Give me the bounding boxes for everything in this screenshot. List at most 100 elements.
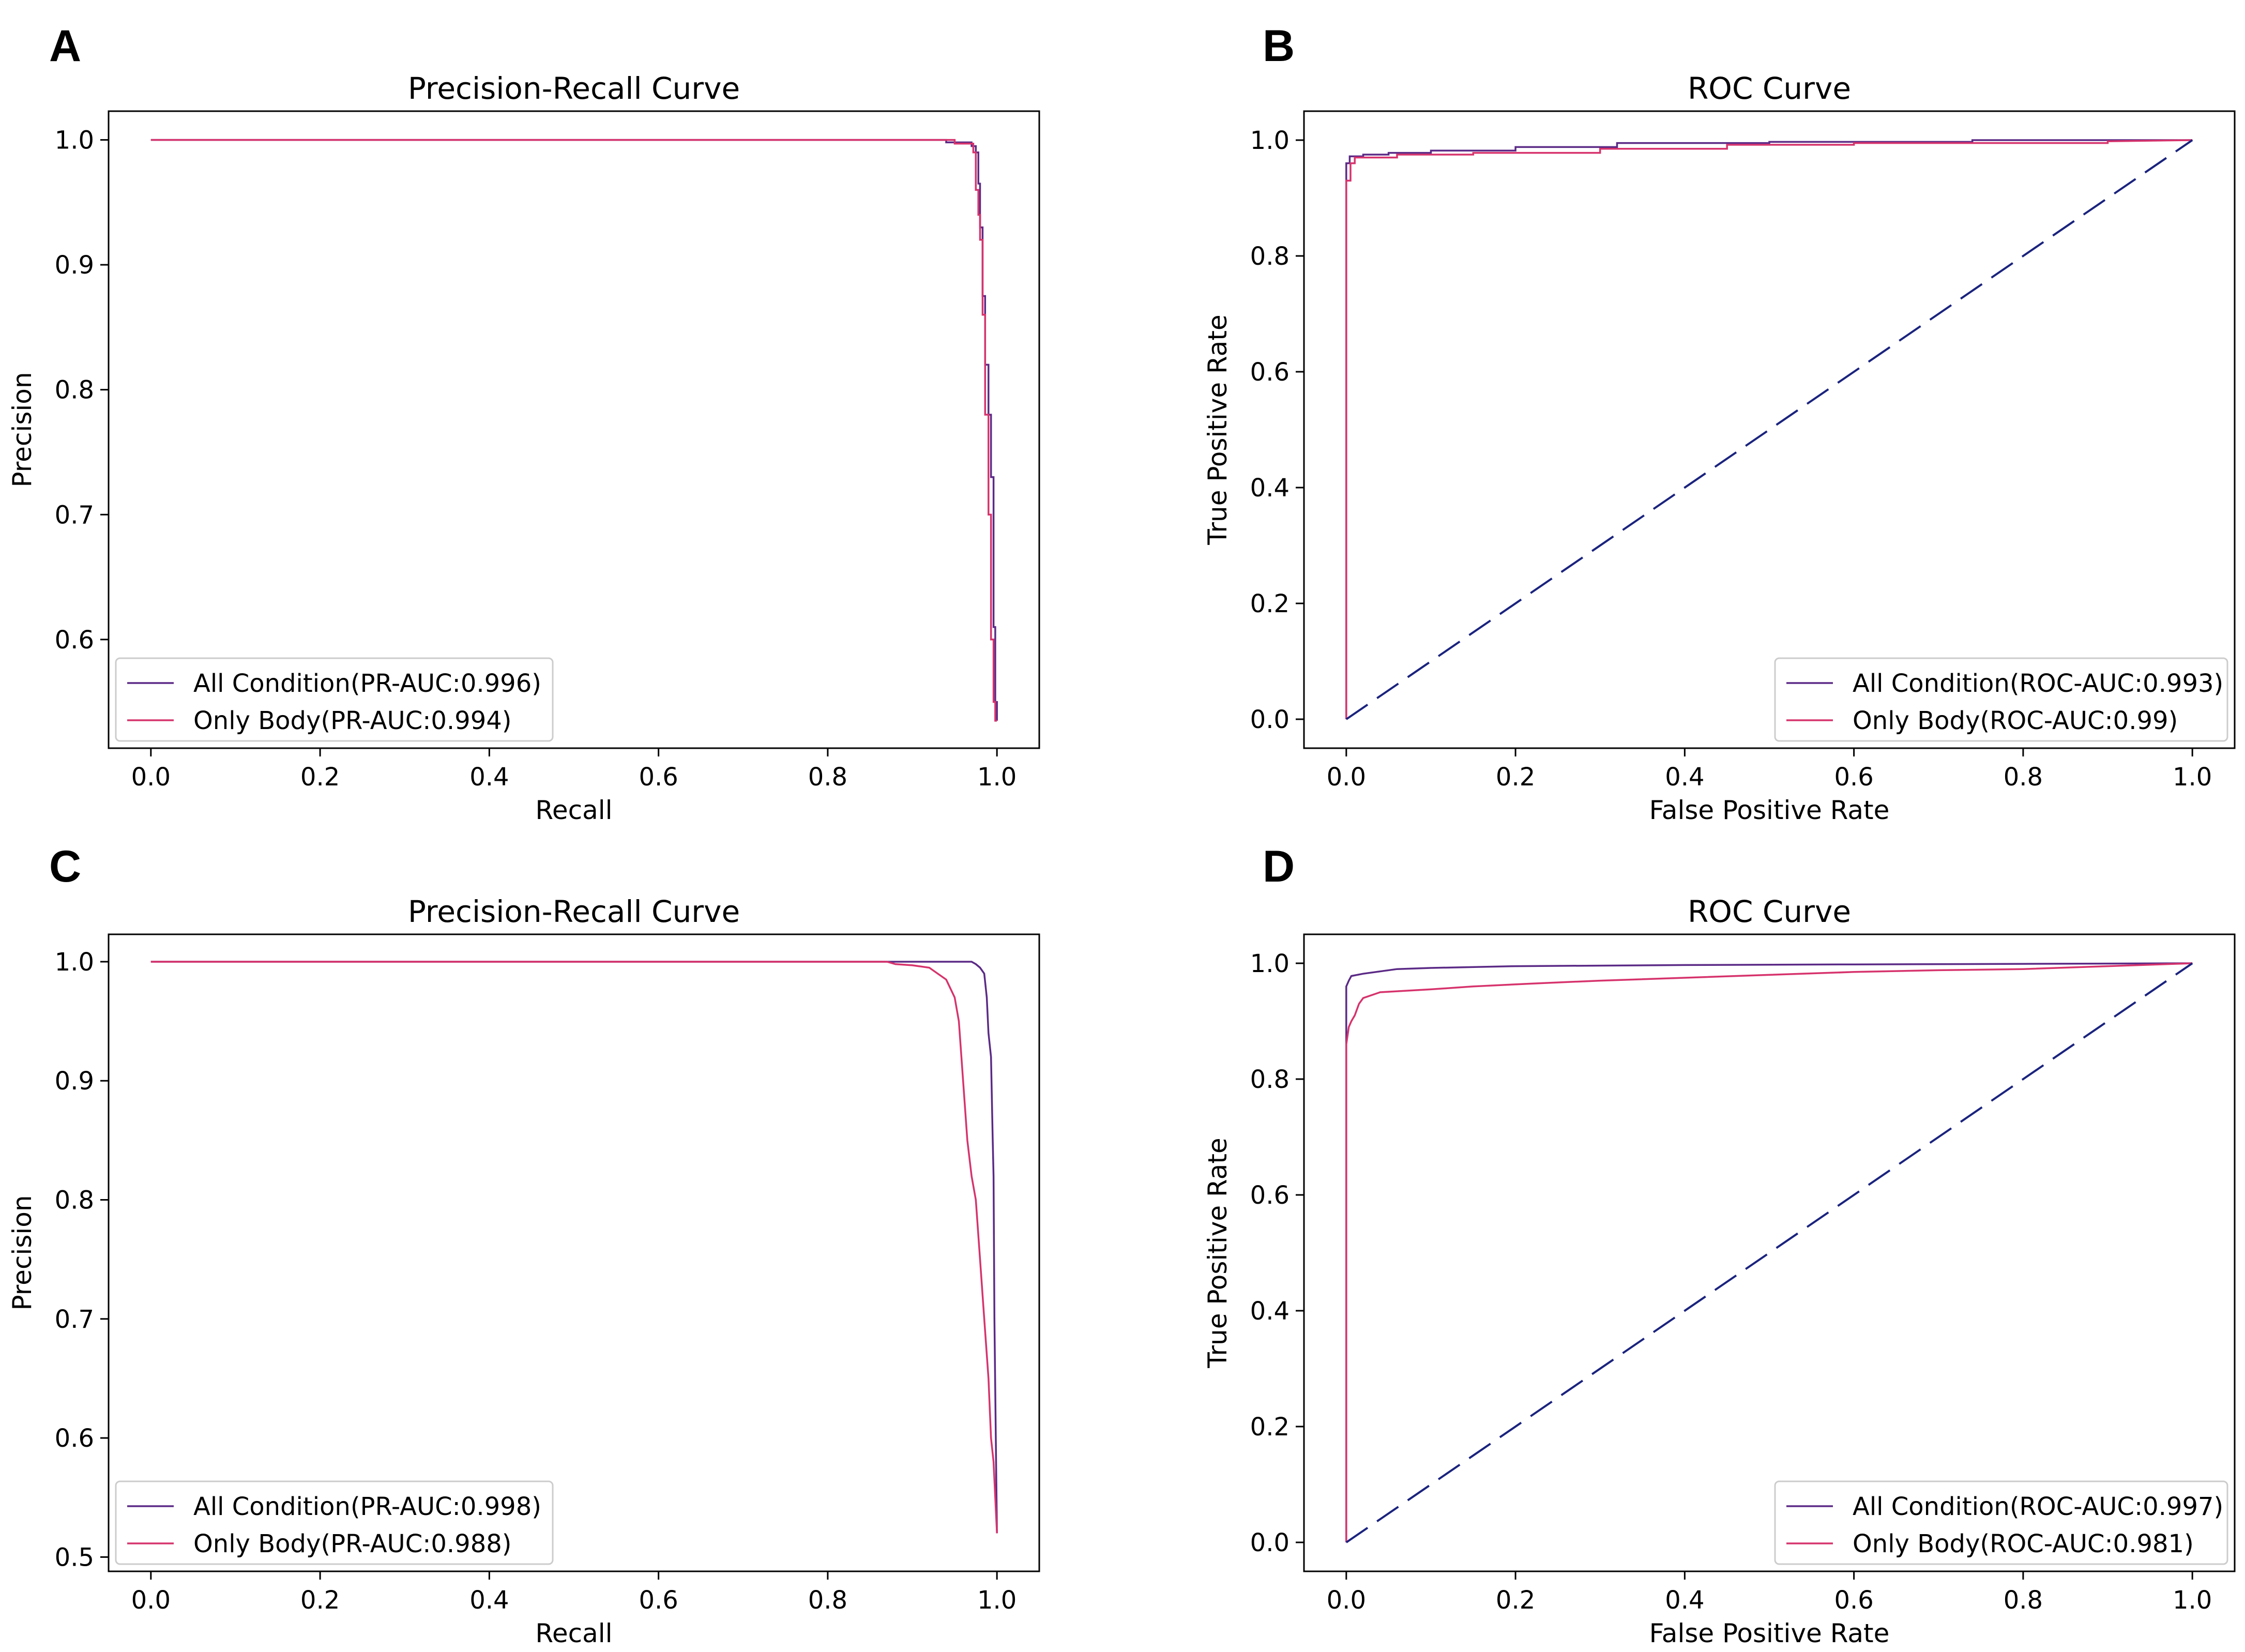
y-tick-label: 0.0: [1250, 705, 1290, 734]
x-tick-label: 1.0: [977, 1586, 1017, 1615]
x-tick-label: 0.2: [300, 1586, 340, 1615]
x-axis-label: Recall: [535, 1618, 612, 1648]
series-line-1: [150, 139, 997, 722]
series-line-0: [1345, 139, 2193, 719]
chart-title: Precision-Recall Curve: [408, 71, 740, 106]
series-group: [1345, 139, 2193, 720]
x-tick-label: 0.2: [300, 763, 340, 792]
y-tick-label: 0.4: [1250, 474, 1290, 503]
y-tick-label: 0.8: [55, 376, 94, 405]
x-tick-label: 0.8: [2004, 1586, 2043, 1615]
legend-entry: All Condition(PR-AUC:0.996): [193, 669, 541, 698]
x-tick-label: 1.0: [977, 763, 1017, 792]
y-tick-label: 0.7: [55, 501, 94, 529]
y-tick-label: 0.8: [1250, 242, 1290, 271]
x-tick-label: 0.2: [1496, 1586, 1535, 1615]
x-tick-label: 0.6: [1834, 763, 1873, 792]
y-tick-label: 0.4: [1250, 1297, 1290, 1326]
y-tick-label: 1.0: [1250, 126, 1290, 155]
series-line-0: [150, 961, 998, 1534]
diagonal-reference-line: [1345, 962, 2193, 1543]
legend: All Condition(ROC-AUC:0.993) Only Body(RO…: [1774, 657, 2228, 742]
chart-title: ROC Curve: [1688, 71, 1851, 106]
plot-frame: [108, 933, 1040, 1572]
chart-title: ROC Curve: [1688, 894, 1851, 929]
chart-title: Precision-Recall Curve: [408, 894, 740, 929]
x-tick-label: 0.0: [131, 1586, 171, 1615]
series-line-1: [1345, 139, 2193, 719]
x-tick-label: 0.8: [2004, 763, 2043, 792]
legend-entry: Only Body(ROC-AUC:0.99): [1853, 706, 2178, 735]
y-tick-label: 0.6: [55, 626, 94, 655]
series-group: [150, 139, 998, 722]
legend: All Condition(ROC-AUC:0.997) Only Body(RO…: [1774, 1480, 2228, 1565]
x-tick-label: 0.2: [1496, 763, 1535, 792]
x-tick-label: 0.0: [1327, 763, 1366, 792]
x-tick-label: 0.6: [639, 1586, 678, 1615]
x-tick-label: 0.8: [808, 763, 847, 792]
series-group: [150, 961, 998, 1534]
y-tick-label: 0.5: [55, 1543, 94, 1572]
diagonal-reference-line: [1345, 139, 2193, 720]
series-line-0: [1345, 962, 2193, 1542]
legend: All Condition(PR-AUC:0.996) Only Body(PR-…: [115, 657, 554, 742]
panel-d: D ROC Curve 0.0 0.2 0.4 0.6 0.8 1.0 0.0 0.2 0.4 0.6…: [1203, 842, 2236, 1648]
legend-box: [115, 657, 554, 742]
y-tick-label: 0.8: [1250, 1065, 1290, 1094]
series-line-1: [150, 961, 998, 1534]
y-tick-label: 0.2: [1250, 589, 1290, 618]
x-tick-label: 0.0: [1327, 1586, 1366, 1615]
y-tick-label: 0.6: [1250, 1181, 1290, 1210]
y-tick-label: 0.6: [1250, 358, 1290, 387]
y-tick-label: 0.7: [55, 1305, 94, 1334]
legend: All Condition(PR-AUC:0.998) Only Body(PR-…: [115, 1480, 554, 1565]
y-tick-label: 0.2: [1250, 1413, 1290, 1442]
y-tick-label: 0.9: [55, 251, 94, 280]
legend-box: [115, 1480, 554, 1565]
panel-letter: B: [1263, 21, 1295, 71]
x-tick-label: 0.0: [131, 763, 171, 792]
x-axis-label: False Positive Rate: [1649, 795, 1890, 825]
y-tick-label: 0.6: [55, 1424, 94, 1453]
series-line-1: [1345, 962, 2193, 1542]
x-tick-label: 1.0: [2173, 763, 2212, 792]
x-tick-label: 0.8: [808, 1586, 847, 1615]
y-tick-label: 0.8: [55, 1186, 94, 1215]
legend-entry: Only Body(PR-AUC:0.994): [193, 706, 512, 735]
panel-letter: D: [1263, 842, 1295, 891]
legend-entry: Only Body(PR-AUC:0.988): [193, 1529, 512, 1558]
panel-a: A Precision-Recall Curve 0.0 0.2 0.4 0.6 0.8 1.…: [7, 21, 1040, 825]
y-tick-label: 0.0: [1250, 1528, 1290, 1557]
panel-b: B ROC Curve 0.0 0.2 0.4 0.6 0.8 1.0 0.0 0.2 0.4 0.6…: [1203, 21, 2236, 825]
x-axis-label: Recall: [535, 795, 612, 825]
x-axis-label: False Positive Rate: [1649, 1618, 1890, 1648]
x-tick-label: 0.4: [1665, 1586, 1704, 1615]
series-group: [1345, 962, 2193, 1543]
panel-letter: C: [49, 842, 81, 891]
y-tick-label: 0.9: [55, 1067, 94, 1096]
y-tick-label: 1.0: [55, 948, 94, 977]
panel-c: C Precision-Recall Curve 0.0 0.2 0.4 0.6 0.8 1.…: [7, 842, 1040, 1648]
y-tick-label: 1.0: [1250, 949, 1290, 978]
plot-frame: [1303, 110, 2236, 749]
legend-box: [1774, 657, 2228, 742]
plot-frame: [108, 110, 1040, 749]
panel-letter: A: [49, 21, 81, 71]
y-axis-label: True Positive Rate: [1203, 314, 1233, 545]
x-tick-label: 1.0: [2173, 1586, 2212, 1615]
y-axis-label: Precision: [7, 1195, 37, 1310]
y-axis-label: True Positive Rate: [1203, 1138, 1233, 1368]
x-tick-label: 0.4: [469, 1586, 509, 1615]
x-tick-label: 0.6: [639, 763, 678, 792]
y-axis-label: Precision: [7, 372, 37, 487]
legend-entry: All Condition(ROC-AUC:0.997): [1853, 1492, 2223, 1521]
x-tick-label: 0.4: [1665, 763, 1704, 792]
plot-frame: [1303, 933, 2236, 1572]
legend-entry: Only Body(ROC-AUC:0.981): [1853, 1529, 2194, 1558]
legend-entry: All Condition(PR-AUC:0.998): [193, 1492, 541, 1521]
x-tick-label: 0.6: [1834, 1586, 1873, 1615]
legend-entry: All Condition(ROC-AUC:0.993): [1853, 669, 2223, 698]
y-tick-label: 1.0: [55, 126, 94, 155]
x-tick-label: 0.4: [469, 763, 509, 792]
